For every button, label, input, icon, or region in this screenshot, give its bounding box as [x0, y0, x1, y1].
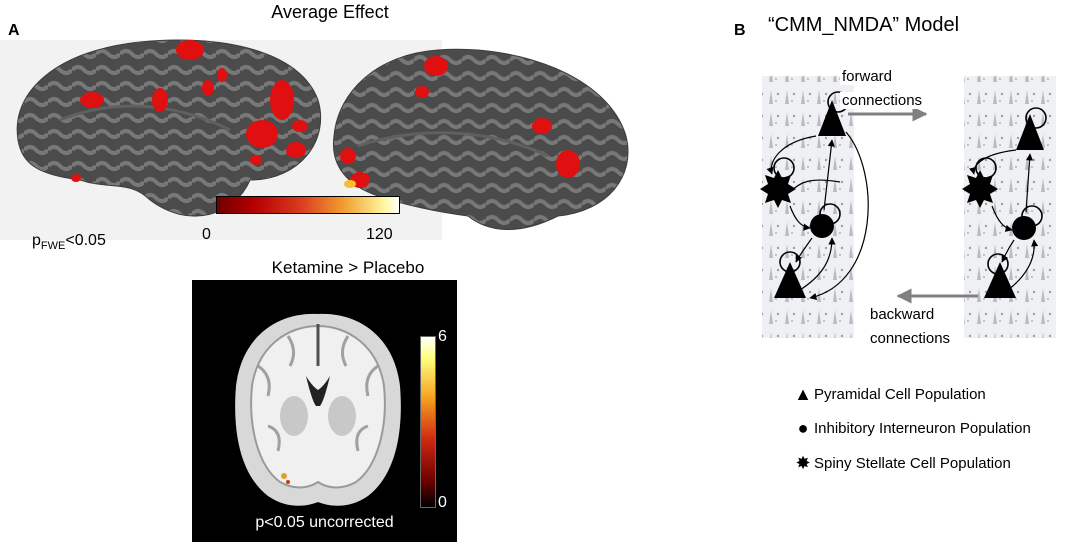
forward-label-line2: connections [840, 92, 925, 109]
coronal-brain-slice [235, 313, 401, 506]
mri-colorbar-max: 6 [438, 328, 447, 345]
panel-a-letter: A [8, 22, 20, 39]
source-1-cortex-column [762, 76, 854, 338]
average-effect-colorbar [216, 196, 400, 214]
legend-item-spiny-stellate: ✸ Spiny Stellate Cell Population [792, 452, 1010, 473]
threshold-label: pFWE<0.05 [32, 232, 106, 253]
legend-item-interneuron: ● Inhibitory Interneuron Population [792, 418, 1031, 438]
cmm-nmda-title: “CMM_NMDA” Model [768, 14, 960, 36]
average-effect-title: Average Effect [271, 2, 389, 22]
legend-item-pyramidal: ▲ Pyramidal Cell Population [792, 384, 986, 404]
triangle-icon: ▲ [794, 383, 812, 404]
mri-uncorrected-label: p<0.05 uncorrected [255, 514, 394, 531]
circle-icon: ● [797, 417, 809, 438]
forward-label-line1: forward [840, 68, 895, 85]
star-icon: ✸ [795, 452, 811, 473]
cmm-nmda-network-diagram [760, 76, 1056, 338]
colorbar-min-label: 0 [202, 226, 211, 243]
source-2-cortex-column [964, 76, 1056, 338]
ketamine-placebo-title: Ketamine > Placebo [271, 258, 425, 277]
left-hemisphere-brain [16, 39, 322, 217]
mri-colorbar-min: 0 [438, 494, 447, 511]
colorbar-max-label: 120 [366, 226, 393, 243]
right-hemisphere-brain [332, 48, 629, 231]
panel-b-letter: B [734, 22, 746, 39]
backward-label-line2: connections [868, 330, 953, 347]
source-1-populations [760, 91, 869, 301]
backward-label-line1: backward [868, 306, 937, 323]
mri-colorbar [420, 336, 436, 508]
source-2-populations [962, 107, 1047, 298]
